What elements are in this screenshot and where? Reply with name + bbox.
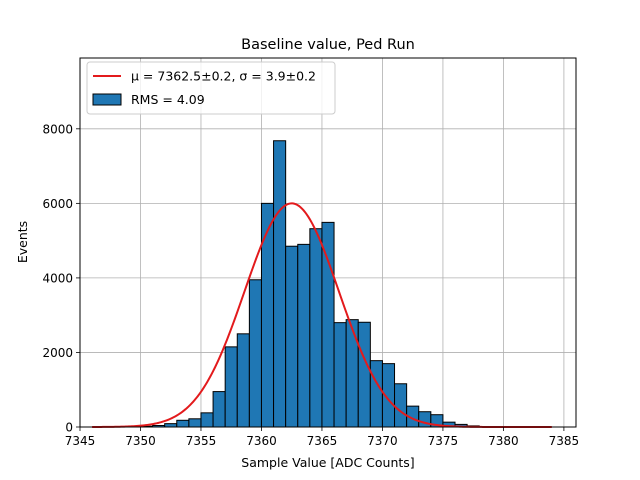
histogram-bar: [260, 202, 275, 428]
x-tick-label: 7370: [367, 434, 398, 448]
x-tick-label: 7380: [488, 434, 519, 448]
legend-histogram-label: RMS = 4.09: [131, 92, 205, 107]
histogram-bars: [139, 140, 480, 428]
x-axis-label: Sample Value [ADC Counts]: [241, 455, 414, 470]
legend-histogram-swatch: [92, 93, 122, 106]
histogram-bar: [333, 322, 347, 428]
legend-fit-label: μ = 7362.5±0.2, σ = 3.9±0.2: [131, 69, 316, 84]
histogram-bar: [224, 346, 238, 428]
histogram-bar: [394, 383, 408, 428]
x-tick-label: 7375: [428, 434, 459, 448]
histogram-bar: [345, 319, 359, 428]
histogram-bar: [164, 423, 178, 428]
histogram-bar: [248, 279, 262, 428]
histogram-bar: [369, 360, 383, 428]
histogram-bar: [236, 333, 250, 428]
y-tick-label: 0: [65, 421, 73, 435]
x-tick-label: 7365: [307, 434, 338, 448]
histogram-bar: [309, 228, 323, 428]
histogram-bar: [188, 418, 202, 428]
y-tick-label: 8000: [42, 122, 73, 136]
x-tick-label: 7360: [246, 434, 277, 448]
y-axis-label: Events: [15, 221, 30, 263]
x-tick-label: 7385: [549, 434, 580, 448]
y-tick-label: 4000: [42, 271, 73, 285]
histogram-bar: [285, 245, 299, 428]
plot-area: [79, 57, 577, 428]
y-tick-label: 6000: [42, 197, 73, 211]
plot-frame: [79, 57, 577, 428]
y-axis: 0 2000 4000 6000 8000: [42, 122, 80, 435]
histogram-bar: [176, 419, 190, 428]
x-tick-label: 7350: [125, 434, 156, 448]
x-axis: 7345 7350 7355 7360 7365 7370 7375 7380 7385: [65, 427, 579, 448]
histogram-bar: [297, 243, 311, 428]
x-tick-label: 7355: [186, 434, 217, 448]
y-tick-label: 2000: [42, 346, 73, 360]
x-tick-label: 7345: [65, 434, 96, 448]
legend: μ = 7362.5±0.2, σ = 3.9±0.2 RMS = 4.09: [86, 61, 336, 115]
histogram-bar: [321, 221, 335, 428]
legend-box: [86, 61, 336, 115]
histogram-bar: [273, 140, 287, 428]
chart-title: Baseline value, Ped Run: [241, 37, 415, 53]
histogram-bar: [357, 321, 371, 428]
histogram-bar: [200, 412, 214, 428]
histogram-bar: [212, 391, 226, 428]
